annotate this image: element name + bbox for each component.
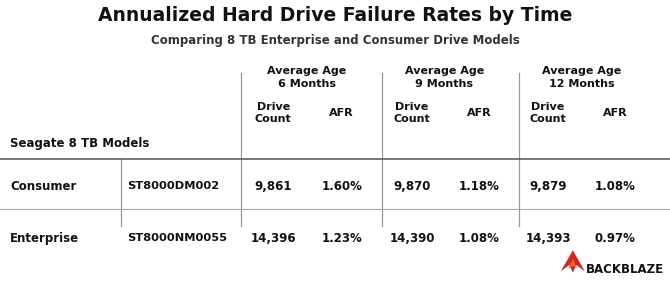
Text: 0.97%: 0.97% [594,232,636,245]
Text: 9,870: 9,870 [393,180,431,193]
Text: ★: ★ [573,269,574,270]
Text: Comparing 8 TB Enterprise and Consumer Drive Models: Comparing 8 TB Enterprise and Consumer D… [151,34,519,47]
Text: Annualized Hard Drive Failure Rates by Time: Annualized Hard Drive Failure Rates by T… [98,6,572,25]
Text: Seagate 8 TB Models: Seagate 8 TB Models [10,137,149,150]
Text: 14,390: 14,390 [389,232,435,245]
Text: Drive
Count: Drive Count [394,102,430,124]
Text: 14,393: 14,393 [525,232,571,245]
Text: 1.18%: 1.18% [458,180,500,193]
Text: 14,396: 14,396 [251,232,296,245]
Text: Consumer: Consumer [10,180,76,193]
Polygon shape [569,259,577,268]
Text: ST8000DM002: ST8000DM002 [127,181,220,191]
Text: 1.08%: 1.08% [458,232,500,245]
Text: 1.08%: 1.08% [594,180,636,193]
Text: BACKBLAZE: BACKBLAZE [586,263,665,276]
Polygon shape [561,250,585,272]
Text: AFR: AFR [467,108,491,118]
Text: 1.23%: 1.23% [322,232,362,245]
Text: Enterprise: Enterprise [10,232,79,245]
Text: 1.60%: 1.60% [321,180,362,193]
Text: AFR: AFR [603,108,627,118]
Text: Average Age
9 Months: Average Age 9 Months [405,66,484,89]
Text: Average Age
6 Months: Average Age 6 Months [267,66,346,89]
Text: Average Age
12 Months: Average Age 12 Months [542,66,621,89]
Text: AFR: AFR [330,108,354,118]
Text: 9,879: 9,879 [529,180,567,193]
Text: Drive
Count: Drive Count [530,102,566,124]
Text: ST8000NM0055: ST8000NM0055 [127,233,227,243]
Text: Drive
Count: Drive Count [255,102,291,124]
Text: 9,861: 9,861 [255,180,292,193]
